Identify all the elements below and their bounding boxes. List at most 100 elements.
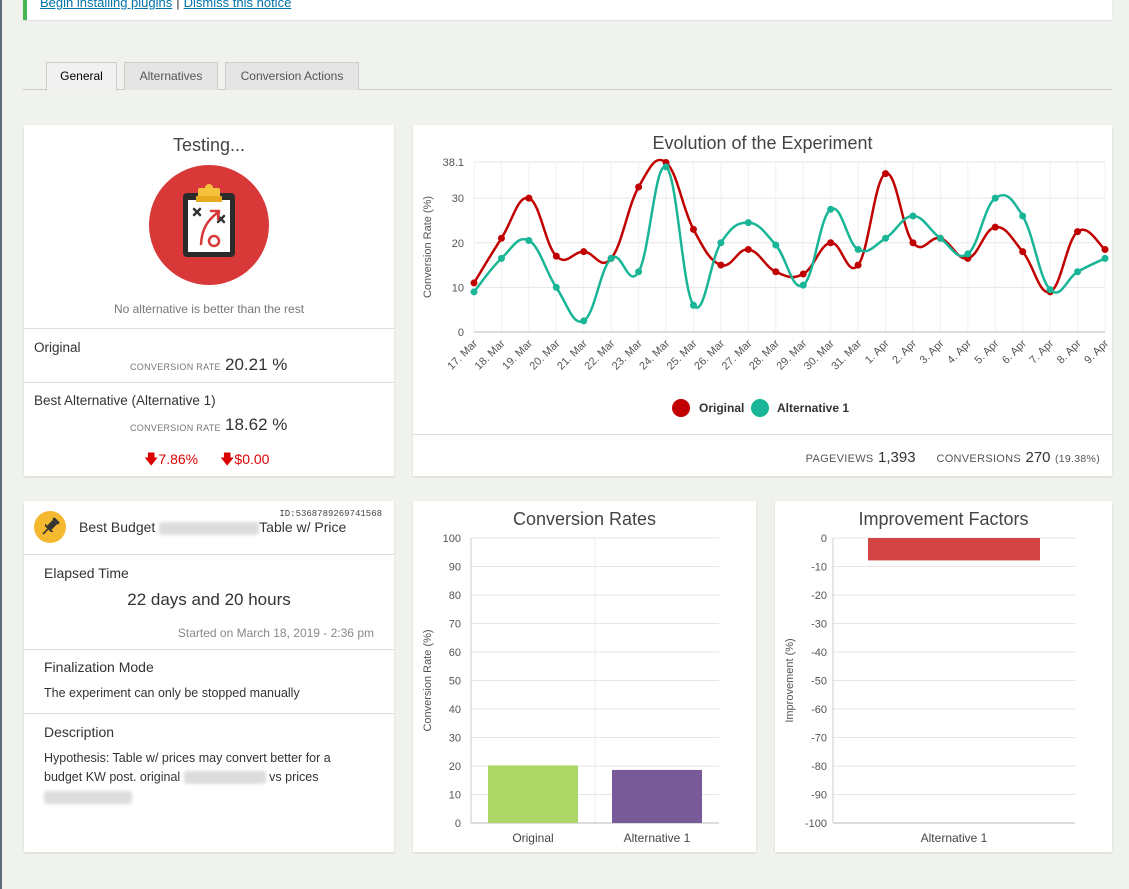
x-tick-label: Alternative 1 <box>624 831 691 845</box>
evolution-title: Evolution of the Experiment <box>652 133 873 153</box>
x-tick-label: 6. Apr <box>1000 337 1029 366</box>
data-point <box>470 279 478 287</box>
improvement-factors-card: Improvement Factors 0 -10 -20 -30 -40 -50 -60 -… <box>775 501 1112 852</box>
x-tick-label: 1. Apr <box>863 337 892 366</box>
experiment-id: ID:5368789269741568 <box>279 509 382 519</box>
y-tick-label: -20 <box>811 590 827 602</box>
delta-money-value: $0.00 <box>234 451 270 467</box>
tab-alternatives[interactable]: Alternatives <box>124 62 218 90</box>
conversion-rates-chart: 0 10 20 30 40 50 60 70 80 90 100 Conversion Rate (%… <box>422 533 719 845</box>
data-point <box>1019 248 1027 256</box>
divider <box>24 382 394 383</box>
x-tick-label: 4. Apr <box>945 337 974 366</box>
begin-installing-plugins-link[interactable]: Begin installing plugins <box>40 0 173 10</box>
y-tick-label: 38.1 <box>443 157 464 169</box>
status-message: No alternative is better than the rest <box>113 302 305 316</box>
x-tick-label: 31. Mar <box>829 337 864 372</box>
status-icon-circle <box>149 165 269 285</box>
delta-percent: 🡇7.86% <box>144 449 198 473</box>
evolution-card: Evolution of the Experiment 0 10 20 30 38.1 1… <box>413 125 1112 476</box>
y-tick-label: 90 <box>449 562 461 574</box>
admin-notice: Begin installing plugins | Dismiss this no… <box>23 0 1112 20</box>
data-point <box>1101 254 1109 262</box>
data-point <box>1019 212 1027 220</box>
status-title: Testing... <box>172 135 246 155</box>
data-point <box>689 225 697 233</box>
y-tick-label: -10 <box>811 562 827 574</box>
x-tick-label: Original <box>512 831 553 845</box>
y-tick-label: 10 <box>449 790 461 802</box>
y-tick-label: 20 <box>452 238 464 250</box>
data-point <box>1046 286 1054 294</box>
data-point <box>854 261 862 269</box>
conversions-percent: (19.38%) <box>1054 453 1100 465</box>
tab-conversion-actions[interactable]: Conversion Actions <box>225 62 359 90</box>
evolution-stats: PAGEVIEWS 1,393 CONVERSIONS 270 (19.38%) <box>806 449 1100 467</box>
y-tick-label: -40 <box>811 647 827 659</box>
x-tick-label: 8. Apr <box>1055 337 1084 366</box>
data-point <box>1074 268 1082 276</box>
y-axis-label: Conversion Rate (%) <box>422 629 434 731</box>
data-point <box>772 241 780 249</box>
data-point <box>882 170 890 178</box>
data-point <box>936 234 944 242</box>
improvement-factors-chart: 0 -10 -20 -30 -40 -50 -60 -70 -80 -90 -100 Improvem… <box>784 533 1075 845</box>
legend-label-original: Original <box>699 401 744 415</box>
y-tick-label: -100 <box>805 818 827 830</box>
y-tick-label: -50 <box>811 676 827 688</box>
data-point <box>552 252 560 260</box>
data-point <box>525 237 533 245</box>
y-axis-label: Conversion Rate (%) <box>422 196 434 298</box>
delta-money: 🡇$0.00 <box>220 449 269 473</box>
legend-marker-original <box>672 399 690 417</box>
x-tick-label: 3. Apr <box>918 337 947 366</box>
original-rate-value: 20.21 % <box>225 355 288 374</box>
data-point <box>552 283 560 291</box>
y-tick-label: 40 <box>449 704 461 716</box>
data-point <box>991 194 999 202</box>
y-tick-label: -60 <box>811 704 827 716</box>
data-point <box>525 194 533 202</box>
notice-separator: | <box>176 0 180 10</box>
tab-general[interactable]: General <box>46 62 117 91</box>
data-point <box>991 223 999 231</box>
bar-0 <box>488 765 578 823</box>
data-point <box>827 205 835 213</box>
data-point <box>497 234 505 242</box>
description-title: Description <box>44 724 115 740</box>
pageviews-label: PAGEVIEWS <box>805 453 874 465</box>
finalization-mode-title: Finalization Mode <box>44 659 154 675</box>
x-tick-label: Alternative 1 <box>921 831 988 845</box>
started-date: Started on March 18, 2019 - 2:36 pm <box>177 626 374 640</box>
y-tick-label: 80 <box>449 590 461 602</box>
data-point <box>662 163 670 171</box>
redacted-text <box>183 771 266 785</box>
experiment-name-suffix: Table w/ Price <box>259 519 347 535</box>
dismiss-notice-link[interactable]: Dismiss this notice <box>183 0 292 10</box>
data-point <box>744 245 752 253</box>
conversion-rates-card: Conversion Rates 0 10 20 30 40 50 60 70 80 90 100 C… <box>413 501 756 852</box>
data-point <box>497 254 505 262</box>
y-tick-label: 60 <box>449 647 461 659</box>
arrow-down-icon: 🡇 <box>220 451 235 467</box>
y-tick-label: 10 <box>452 282 464 294</box>
data-point <box>717 239 725 247</box>
data-point <box>799 270 807 278</box>
data-point <box>717 261 725 269</box>
experiment-details-card: ID:5368789269741568 Best Budget Table w/… <box>24 501 394 852</box>
tab-bar: General Alternatives Conversion Actions <box>23 62 1112 91</box>
y-tick-label: 0 <box>458 327 464 339</box>
original-rate-label: CONVERSION RATE <box>130 362 221 372</box>
redacted-text <box>159 521 260 535</box>
x-tick-label: 2. Apr <box>890 337 919 366</box>
y-tick-label: -80 <box>811 761 827 773</box>
data-point <box>909 212 917 220</box>
divider <box>24 649 394 650</box>
x-tick-label: 7. Apr <box>1027 337 1056 366</box>
description-line-1: Hypothesis: Table w/ prices may convert … <box>44 751 331 765</box>
data-point <box>635 268 643 276</box>
data-point <box>635 183 643 191</box>
pageviews-value: 1,393 <box>878 449 916 466</box>
data-point <box>909 239 917 247</box>
